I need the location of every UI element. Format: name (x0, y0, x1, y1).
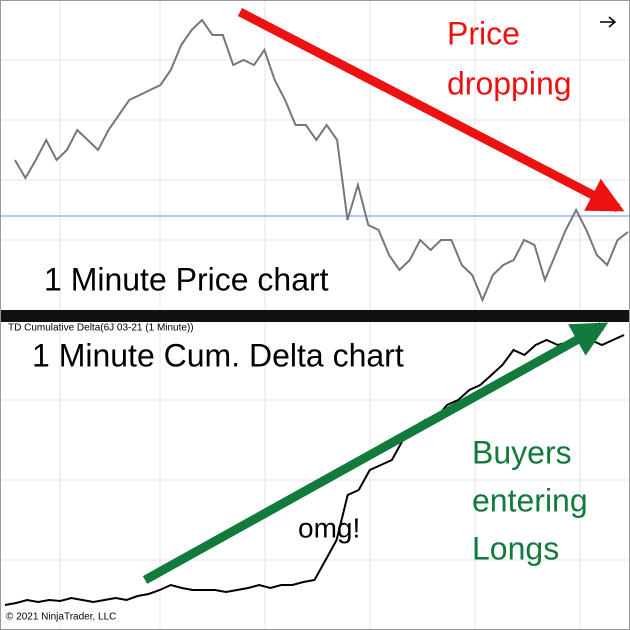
panel-divider (0, 310, 630, 322)
copyright: © 2021 NinjaTrader, LLC (6, 612, 116, 623)
trend-arrow (237, 8, 625, 212)
annotation: entering (472, 482, 588, 518)
annotation: Buyers (472, 434, 572, 470)
trend-arrow (142, 322, 609, 584)
annotation: omg! (298, 512, 360, 543)
plots (0, 18, 630, 606)
panel-title: TD Cumulative Delta(6J 03-21 (1 Minute)) (8, 323, 194, 334)
annotation: 1 Minute Cum. Delta chart (32, 337, 404, 373)
data-line (14, 18, 629, 303)
annotation: Price (447, 15, 520, 51)
annotation: dropping (447, 65, 572, 101)
expand-icon[interactable] (600, 16, 617, 28)
annotation: 1 Minute Price chart (44, 261, 329, 297)
data-line (4, 334, 625, 606)
annotation: Longs (472, 530, 559, 566)
